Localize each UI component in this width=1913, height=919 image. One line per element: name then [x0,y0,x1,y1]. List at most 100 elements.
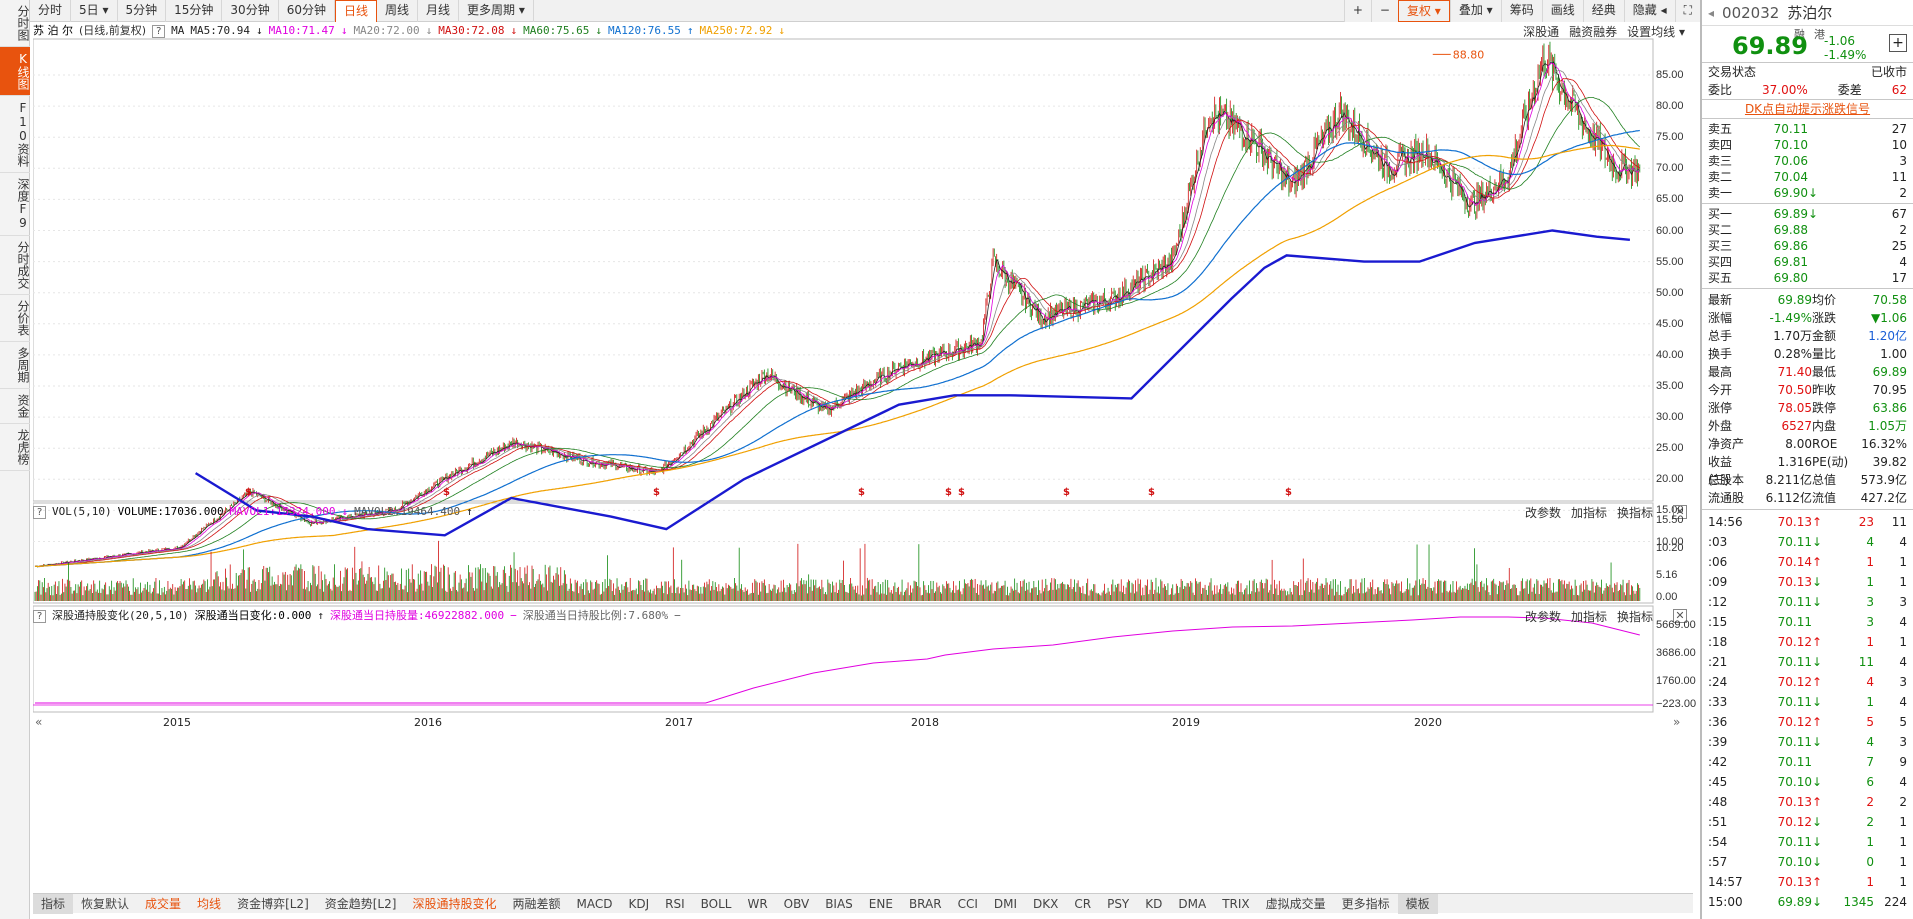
hk-connect-link[interactable]: 深股通 [1523,25,1560,39]
prev-stock-icon[interactable]: ◂ [1708,5,1715,20]
hk-edit-params-button[interactable]: 改参数 [1524,610,1561,624]
indicator-tab[interactable]: 虚拟成交量 [1265,896,1326,911]
tick-arrow: ↑ [1812,555,1823,569]
hk-add-indicator-button[interactable]: 加指标 [1570,610,1607,624]
vol-switch-indicator-button[interactable]: 换指标 [1616,506,1653,520]
tab-trades[interactable]: 分时成交 [0,236,30,295]
adjust-button[interactable]: 复权 ▾ [1397,0,1450,22]
indicator-tab[interactable]: 恢复默认 [81,896,130,911]
indicator-tab[interactable]: RSI [665,896,685,911]
indicator-tab[interactable]: 均线 [197,896,222,911]
vol-axis-3: 5.16 [1656,569,1678,581]
stat-label: 收益(三) [1708,455,1733,487]
hk-title: 深股通持股变化(20,5,10) [52,609,189,622]
ask-level: 卖三 70.06 3 [1702,153,1913,169]
tab-kline[interactable]: K线图 [0,47,30,96]
stat-row: 总手 1.70万 金额 1.20亿 [1702,327,1913,345]
indicator-tab[interactable]: TRIX [1222,896,1250,911]
zoom-in-button[interactable]: + [1343,0,1371,22]
indicator-tab[interactable]: BIAS [825,896,853,911]
ma30-value: MA30:72.08 [438,24,505,37]
tab-f10[interactable]: F10资料 [0,96,30,173]
tick-volume: 6 [1866,775,1874,789]
tab-depth-f9[interactable]: 深度F9 [0,173,30,236]
add-watchlist-icon[interactable]: + [1889,34,1907,52]
help-icon[interactable]: ? [152,24,166,38]
period-daily[interactable]: 日线 [334,0,377,22]
signal-link[interactable]: DK点自动提示涨跌信号 [1744,102,1871,116]
tab-intraday[interactable]: 分时图 [0,0,30,47]
indicator-tab[interactable]: WR [747,896,768,911]
tick-row: 14:57 70.13 ↑ 1 1 [1702,872,1913,892]
kline-svg[interactable]: 88.80 $ $ $ $ $ $ $ $ $ [33,23,1695,893]
tick-list[interactable]: 14:56 70.13 ↑ 23 11:03 70.11 ↓ 4 4:06 70.14 ↑ 1 1:09… [1702,510,1913,914]
indicator-tab[interactable]: PSY [1107,896,1130,911]
indicator-tab[interactable]: KDJ [628,896,650,911]
price-axis-label: 20.00 [1656,473,1684,486]
period-15min[interactable]: 15分钟 [166,0,223,22]
kline-chart-area[interactable]: 88.80 $ $ $ $ $ $ $ $ $ 苏 泊 尔 (日线,前复权) ? MA MA5:7… [33,23,1696,893]
period-intraday[interactable]: 分时 [30,0,72,22]
bid-level-volume: 25 [1891,239,1907,253]
stat-value: 6.112亿 [1765,491,1812,505]
chips-button[interactable]: 筹码 [1500,0,1542,22]
indicator-tab[interactable]: 指标 [33,893,74,914]
indicator-tab[interactable]: BRAR [908,896,942,911]
indicator-tab[interactable]: CCI [957,896,978,911]
indicator-tab[interactable]: ENE [868,896,893,911]
bid-level-volume: 17 [1891,271,1907,285]
draw-button[interactable]: 画线 [1541,0,1583,22]
hk-help-icon[interactable]: ? [33,609,46,623]
hide-button[interactable]: 隐藏 ◂ [1623,0,1675,22]
hk-switch-indicator-button[interactable]: 换指标 [1616,610,1653,624]
overlay-button[interactable]: 叠加 ▾ [1449,0,1501,22]
indicator-tab[interactable]: KD [1145,896,1163,911]
bid-level-arrow [1808,270,1822,286]
indicator-tab[interactable]: 更多指标 [1341,896,1390,911]
period-weekly[interactable]: 周线 [377,0,419,22]
tick-time: :39 [1708,735,1728,749]
tab-dragon-tiger[interactable]: 龙虎榜 [0,424,30,471]
period-5min[interactable]: 5分钟 [118,0,167,22]
event-marker: $ [958,487,965,498]
indicator-tab[interactable]: BOLL [700,896,732,911]
stat-value: 1.20亿 [1868,329,1907,343]
period-30min[interactable]: 30分钟 [222,0,279,22]
vol-edit-params-button[interactable]: 改参数 [1524,506,1561,520]
classic-button[interactable]: 经典 [1582,0,1624,22]
indicator-tab[interactable]: 两融差额 [512,896,561,911]
template-tab[interactable]: 模板 [1397,893,1438,914]
indicator-tab[interactable]: DKX [1033,896,1059,911]
period-more[interactable]: 更多周期 ▾ [459,0,534,22]
fullscreen-icon[interactable]: ⛶ [1674,0,1700,22]
indicator-tab[interactable]: DMI [993,896,1018,911]
period-60min[interactable]: 60分钟 [279,0,335,22]
tick-time: :09 [1708,575,1728,589]
period-monthly[interactable]: 月线 [418,0,460,22]
indicator-tab[interactable]: CR [1074,896,1092,911]
scroll-left-icon[interactable]: « [35,715,43,729]
zoom-out-button[interactable]: − [1370,0,1398,22]
tab-multi-period[interactable]: 多周期 [0,342,30,389]
tick-row: :48 70.13 ↑ 2 2 [1702,792,1913,812]
indicator-tab[interactable]: MACD [576,896,613,911]
tick-row: :18 70.12 ↑ 1 1 [1702,632,1913,652]
vol-close-icon[interactable]: ✕ [1673,505,1687,519]
indicator-tab[interactable]: 深股通持股变化 [412,896,497,911]
indicator-tab[interactable]: 资金趋势[L2] [324,896,397,911]
indicator-tab[interactable]: 资金博弈[L2] [237,896,309,911]
period-5day[interactable]: 5日 ▾ [71,0,118,22]
vol-help-icon[interactable]: ? [33,505,46,519]
tick-price: 70.13 [1777,515,1812,529]
scroll-right-icon[interactable]: » [1673,715,1681,729]
margin-link[interactable]: 融资融券 [1569,25,1618,39]
indicator-tab[interactable]: DMA [1178,896,1207,911]
ma-settings-link[interactable]: 设置均线 ▾ [1627,25,1685,39]
indicator-tab[interactable]: OBV [783,896,810,911]
indicator-tab[interactable]: 成交量 [145,896,182,911]
stat-label: 总手 [1708,329,1733,343]
vol-add-indicator-button[interactable]: 加指标 [1570,506,1607,520]
tab-price-table[interactable]: 分价表 [0,295,30,342]
hk-close-icon[interactable]: ✕ [1673,609,1687,623]
tab-funds[interactable]: 资金 [0,389,30,424]
